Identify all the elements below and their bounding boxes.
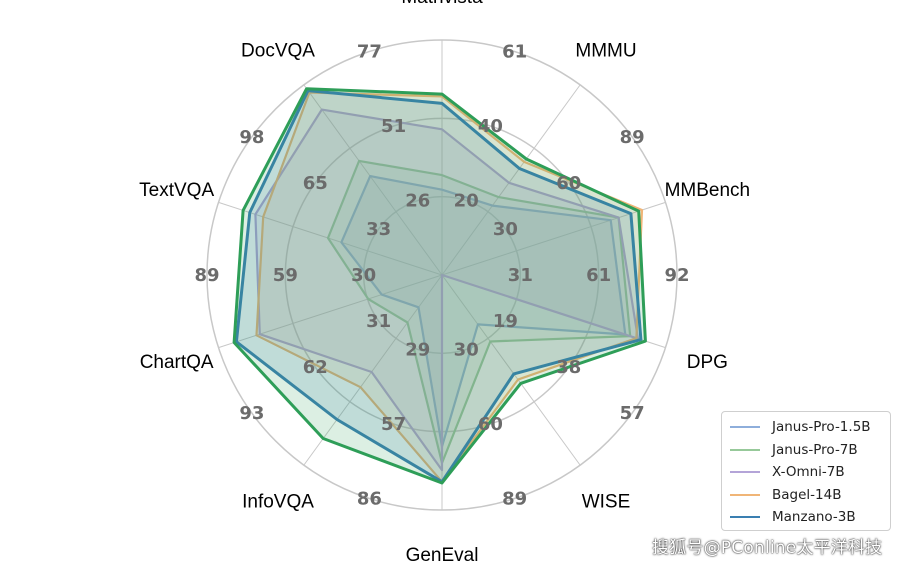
tick-label: 40: [478, 116, 503, 137]
tick-label: 30: [454, 339, 479, 360]
legend-item: Bagel-14B: [730, 484, 890, 507]
legend-label: Manzano-3B: [772, 509, 856, 526]
grid-spoke: [303, 84, 443, 276]
axis-label: ChartQA: [140, 352, 214, 373]
tick-label: 30: [351, 265, 376, 286]
tick-label: 19: [493, 311, 518, 332]
axis-label: DocVQA: [241, 40, 315, 61]
series-fill: [234, 88, 646, 483]
radar-series: [232, 87, 647, 485]
tick-label: 60: [556, 173, 581, 194]
legend-label: Janus-Pro-1.5B: [772, 419, 871, 436]
legend-swatch: [730, 516, 760, 519]
tick-label: 51: [381, 116, 406, 137]
legend-item: Janus-Pro-7B: [730, 439, 890, 462]
tick-label: 61: [502, 42, 527, 63]
tick-label: 89: [194, 265, 219, 286]
legend-item: X-Omni-7B: [730, 461, 890, 484]
tick-label: 57: [381, 414, 406, 435]
grid-spoke: [441, 84, 581, 276]
axis-label: WISE: [582, 492, 631, 513]
series-fill: [236, 90, 641, 482]
tick-label: 26: [405, 191, 430, 212]
tick-label: 60: [478, 414, 503, 435]
tick-label: 89: [502, 488, 527, 509]
tick-label: 29: [405, 339, 430, 360]
axis-label: GenEval: [406, 545, 479, 562]
tick-label: 59: [273, 265, 298, 286]
series-fill: [328, 160, 631, 463]
tick-label: 38: [556, 357, 581, 378]
legend-label: X-Omni-7B: [772, 464, 845, 481]
tick-label: 31: [366, 311, 391, 332]
axis-label: InfoVQA: [242, 492, 314, 513]
tick-label: 62: [303, 357, 328, 378]
tick-label: 86: [357, 488, 382, 509]
legend-swatch: [730, 426, 760, 429]
tick-label: 61: [586, 265, 611, 286]
tick-label: 33: [366, 219, 391, 240]
tick-label: 57: [620, 403, 645, 424]
axis-label: DPG: [687, 352, 728, 373]
axis-label: TextVQA: [139, 180, 214, 201]
series-fill: [341, 176, 626, 447]
tick-label: 31: [508, 265, 533, 286]
legend-item: Janus-Pro-1.5B: [730, 416, 890, 439]
axis-label: MMMU: [575, 40, 636, 61]
axis-label: Mathvista: [401, 0, 483, 8]
tick-label: 30: [493, 219, 518, 240]
series-line: [232, 87, 647, 485]
legend-label: Bagel-14B: [772, 486, 842, 503]
radar-axis-labels: Mathvista MMMU MMBench DPG WISE GenEval InfoVQ…: [139, 0, 750, 562]
series-fill: [255, 109, 638, 471]
tick-label: 98: [239, 127, 264, 148]
tick-label: 20: [454, 191, 479, 212]
watermark: 搜狐号@PConline太平洋科技: [652, 538, 883, 558]
tick-label: 92: [664, 265, 689, 286]
series-fill: [256, 92, 642, 482]
grid-spoke: [441, 274, 581, 466]
tick-label: 89: [620, 127, 645, 148]
radar-tick-labels: 26 51 77 20 40 61 30 60 89 31 61 92 19 38 57 30 60 89 29 57…: [194, 42, 689, 510]
legend-swatch: [730, 493, 760, 496]
tick-label: 77: [357, 42, 382, 63]
legend-label: Janus-Pro-7B: [772, 441, 858, 458]
tick-label: 93: [239, 403, 264, 424]
legend: Janus-Pro-1.5B Janus-Pro-7B X-Omni-7B Ba…: [721, 411, 891, 531]
legend-item: Manzano-3B: [730, 506, 890, 529]
axis-label: MMBench: [665, 180, 751, 201]
grid-spoke: [441, 201, 666, 276]
legend-swatch: [730, 448, 760, 451]
legend-swatch: [730, 471, 760, 474]
tick-label: 65: [303, 173, 328, 194]
